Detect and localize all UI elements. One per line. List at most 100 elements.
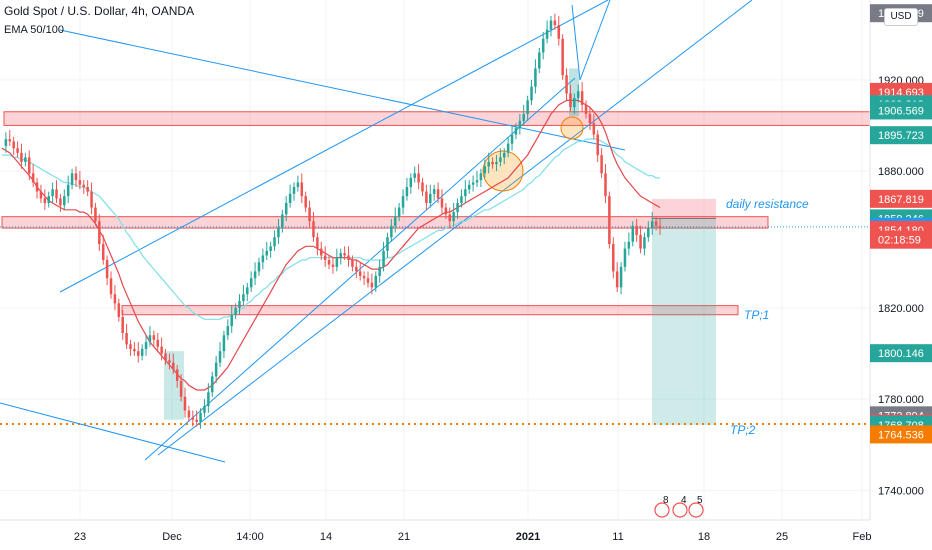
price-tag-label-5: 1867.819 (878, 194, 924, 206)
candle-body-152 (592, 123, 596, 135)
event-marker-label-1: 4 (681, 495, 687, 506)
candle-body-125 (487, 161, 490, 167)
trendline-0 (0, 402, 226, 463)
candle-body-162 (631, 225, 635, 242)
candle-body-60 (234, 307, 237, 315)
candle-body-91 (355, 266, 358, 272)
candle-body-28 (109, 278, 113, 295)
price-tag-5 (870, 189, 932, 208)
x-tick-label-1: Dec (162, 531, 182, 543)
y-tick-label-2: 1820.000 (878, 303, 924, 315)
x-tick-label-0: 23 (74, 531, 86, 543)
candle-body-49 (191, 417, 195, 420)
candle-body-33 (129, 344, 132, 349)
candle-body-104 (405, 187, 409, 197)
price-tag-4 (870, 126, 932, 145)
candle-body-47 (183, 396, 187, 411)
candle-body-103 (401, 196, 405, 208)
candle-body-64 (249, 278, 253, 288)
candle-body-156 (608, 196, 611, 245)
candle-body-57 (222, 335, 226, 352)
price-tag-9 (870, 230, 932, 249)
candle-body-134 (522, 114, 525, 121)
candle-body-73 (284, 202, 288, 215)
candle-body-166 (647, 228, 650, 238)
candle-body-27 (105, 260, 109, 279)
candle-body-120 (467, 184, 471, 190)
x-tick-label-3: 14 (320, 531, 332, 543)
candle-body-137 (534, 68, 537, 87)
zone-resistance-1 (1, 216, 769, 229)
candle-body-51 (199, 412, 202, 422)
candle-body-139 (541, 38, 545, 53)
zone-resistance-0 (3, 111, 871, 126)
candles (4, 13, 662, 429)
candle-body-154 (600, 155, 603, 174)
candle-body-3 (12, 141, 15, 149)
event-marker-label-2: 5 (697, 495, 703, 506)
candle-body-16 (63, 196, 66, 206)
candle-body-39 (152, 335, 156, 340)
candle-body-121 (471, 182, 475, 185)
candle-body-75 (292, 187, 296, 194)
event-marker-2 (688, 502, 704, 518)
candle-body-20 (78, 180, 82, 185)
candle-body-127 (495, 161, 498, 165)
price-tag-10 (870, 344, 932, 363)
candle-body-11 (43, 198, 47, 203)
trendline-5 (571, 4, 581, 81)
candle-body-159 (619, 266, 623, 288)
candle-body-85 (331, 264, 335, 267)
candle-body-17 (66, 184, 70, 197)
event-marker-label-0: 8 (663, 495, 669, 506)
candle-body-151 (588, 114, 592, 124)
candle-body-143 (557, 25, 561, 39)
price-tag-label-14: 1764.536 (878, 429, 924, 441)
candle-body-19 (74, 173, 78, 181)
x-tick-label-4: 21 (398, 531, 410, 543)
candle-body-71 (277, 228, 280, 238)
candle-body-97 (378, 266, 381, 276)
time-axis-bg (0, 520, 932, 550)
candle-body-67 (261, 255, 265, 263)
candle-body-129 (503, 152, 506, 158)
candle-body-63 (246, 287, 249, 295)
candle-body-88 (343, 253, 346, 256)
y-tick-label-1: 1780.000 (878, 394, 924, 406)
candle-body-149 (580, 91, 584, 105)
currency-button[interactable]: USD (884, 8, 918, 26)
candle-body-112 (436, 189, 440, 199)
candle-body-56 (218, 351, 222, 363)
candle-body-150 (584, 104, 588, 115)
candle-body-37 (144, 342, 148, 349)
candle-body-81 (316, 237, 319, 249)
candle-body-55 (214, 362, 218, 377)
candle-body-2 (8, 139, 12, 142)
candle-body-34 (133, 348, 136, 352)
candle-body-118 (460, 196, 463, 203)
candle-body-89 (347, 255, 350, 260)
candle-body-68 (265, 250, 269, 256)
trendline-4 (59, 29, 626, 151)
candle-body-1 (4, 139, 8, 146)
take-profit-box (652, 218, 716, 425)
candle-body-29 (113, 294, 117, 304)
candle-body-53 (207, 392, 210, 406)
candle-body-78 (304, 196, 307, 208)
candle-body-83 (323, 255, 327, 260)
candle-body-82 (320, 248, 323, 256)
y-tick-label-0: 1740.000 (878, 485, 924, 497)
candle-body-94 (366, 278, 370, 283)
candle-body-107 (417, 173, 420, 183)
candle-body-42 (164, 353, 167, 361)
candle-body-8 (31, 173, 35, 183)
candle-body-165 (643, 237, 646, 249)
candle-body-70 (273, 237, 276, 247)
candle-body-128 (499, 157, 502, 162)
candle-body-36 (140, 348, 144, 356)
candle-body-98 (382, 250, 385, 267)
annotation-0: daily resistance (726, 197, 809, 211)
